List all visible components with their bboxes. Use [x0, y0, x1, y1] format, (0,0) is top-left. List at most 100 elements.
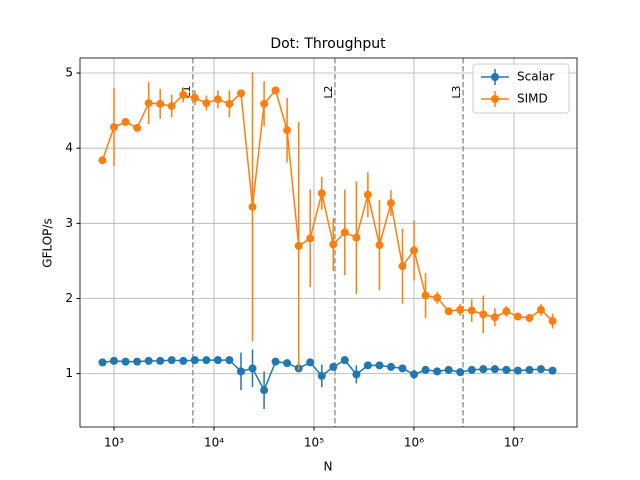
legend-label: Scalar [517, 70, 554, 84]
point [410, 370, 419, 379]
point [479, 365, 488, 374]
x-axis-label: N [324, 460, 333, 474]
point [340, 356, 349, 365]
point [479, 310, 488, 319]
point [340, 228, 349, 237]
point [490, 313, 499, 322]
x-tick-label: 10³ [104, 436, 124, 450]
point [271, 86, 280, 95]
point [502, 307, 511, 316]
point [248, 364, 257, 373]
point [444, 365, 453, 374]
cache-label: L3 [450, 85, 463, 98]
point [467, 306, 476, 315]
point [98, 156, 107, 165]
point [444, 307, 453, 316]
point [283, 359, 292, 368]
point [179, 356, 188, 365]
point [306, 358, 315, 367]
point [202, 99, 211, 108]
point [536, 305, 545, 314]
y-tick-label: 2 [65, 291, 73, 305]
point [294, 241, 303, 250]
point [213, 95, 222, 104]
point [329, 362, 338, 371]
point [513, 312, 522, 321]
plot-frame [79, 57, 578, 428]
y-tick-label: 5 [65, 66, 73, 80]
point [225, 99, 234, 108]
point [329, 240, 338, 249]
point [283, 126, 292, 135]
x-tick-label: 10⁶ [404, 436, 424, 450]
point [317, 189, 326, 198]
point [248, 202, 257, 211]
point [260, 99, 269, 108]
point [317, 371, 326, 380]
point [490, 365, 499, 374]
y-tick-label: 1 [65, 366, 73, 380]
point [110, 123, 119, 132]
point [398, 262, 407, 271]
point [121, 357, 130, 366]
x-tick-label: 10⁷ [504, 436, 524, 450]
point [144, 356, 153, 365]
point [548, 366, 557, 375]
point [525, 365, 534, 374]
point [386, 362, 395, 371]
point [525, 314, 534, 323]
point [179, 90, 188, 99]
point [467, 365, 476, 374]
point [98, 358, 107, 367]
point [433, 293, 442, 302]
point [375, 361, 384, 370]
point [306, 234, 315, 243]
legend-marker [491, 73, 499, 81]
x-tick-label: 10⁵ [304, 436, 324, 450]
cache-label: L2 [322, 85, 335, 98]
point [167, 102, 176, 111]
legend-label: SIMD [517, 92, 548, 106]
point [502, 365, 511, 374]
series-line [101, 88, 554, 322]
point [536, 365, 545, 374]
point [363, 190, 372, 199]
point [156, 356, 165, 365]
point [121, 117, 130, 126]
point [144, 99, 153, 108]
point [386, 199, 395, 208]
point [456, 368, 465, 377]
point [513, 366, 522, 375]
point [421, 365, 430, 374]
point [410, 246, 419, 255]
point [421, 291, 430, 300]
point [548, 317, 557, 326]
point [236, 367, 245, 376]
y-axis-label: GFLOP/s [41, 218, 55, 267]
y-tick-label: 3 [65, 216, 73, 230]
series-line [102, 359, 553, 392]
chart-title: Dot: Throughput [270, 36, 386, 52]
point [167, 356, 176, 365]
point [133, 123, 142, 132]
point [398, 364, 407, 373]
point [202, 356, 211, 365]
point [156, 99, 165, 108]
x-tick-label: 10⁴ [204, 436, 224, 450]
point [190, 93, 199, 102]
point [433, 367, 442, 376]
point [375, 241, 384, 250]
point [271, 357, 280, 366]
point [236, 89, 245, 98]
point [213, 356, 222, 365]
point [352, 370, 361, 379]
point [456, 305, 465, 314]
point [225, 356, 234, 365]
point [190, 356, 199, 365]
point [260, 386, 269, 395]
y-tick-label: 4 [65, 141, 73, 155]
legend-marker [491, 95, 499, 103]
point [363, 361, 372, 370]
